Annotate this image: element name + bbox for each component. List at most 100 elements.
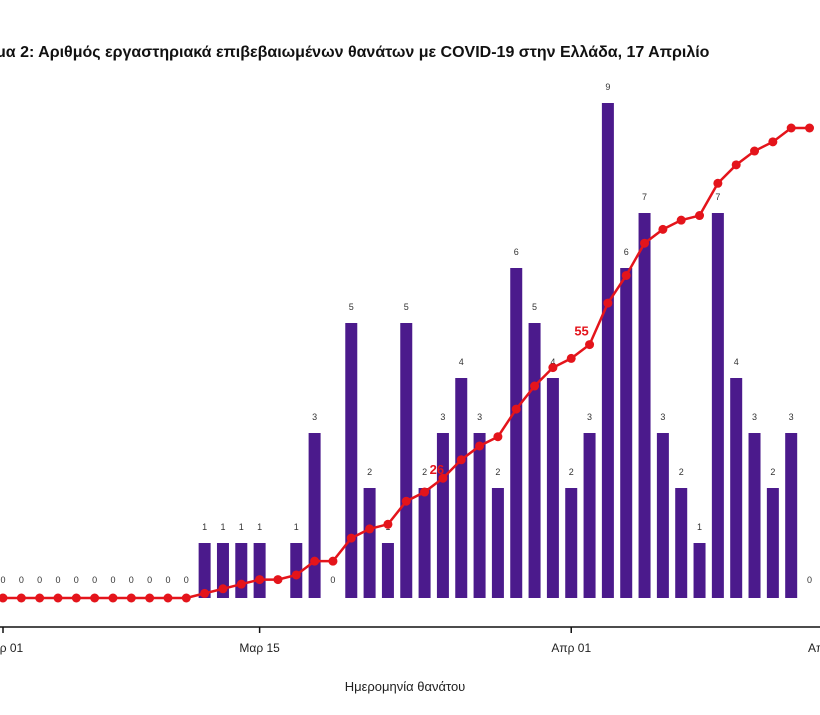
cumulative-point: [346, 533, 356, 543]
bar-value-label: 6: [514, 247, 519, 257]
bar-value-label: 3: [440, 412, 445, 422]
bar-value-label: 5: [349, 302, 354, 312]
bar-value-label: 2: [367, 467, 372, 477]
bar-value-label: 1: [220, 522, 225, 532]
bar-value-label: 2: [495, 467, 500, 477]
bar-value-label: 7: [715, 192, 720, 202]
x-ticks: Μαρ 01 Μαρ 15 Απρ 01 Απρ 15: [0, 627, 820, 655]
cumulative-point: [493, 432, 503, 442]
x-tick-label: Απρ 01: [551, 641, 591, 655]
bar-apr-03: [601, 103, 614, 598]
cumulative-point: [200, 588, 210, 598]
bar-value-label: 7: [642, 192, 647, 202]
cumulative-point: [658, 224, 668, 234]
bar-apr-11: [748, 433, 761, 598]
bar-value-label: 4: [550, 357, 555, 367]
bar-value-label: 3: [312, 412, 317, 422]
bar-value-label: 5: [404, 302, 409, 312]
bar-mar-13: [216, 543, 229, 598]
bar-mar-31: [546, 378, 559, 598]
cumulative-point: [236, 579, 246, 589]
cumulative-point: [273, 575, 283, 585]
cumulative-point: [16, 593, 26, 603]
bar-apr-01: [565, 488, 578, 598]
cumulative-point: [90, 593, 100, 603]
bar-value-label: 0: [74, 575, 79, 585]
cumulative-point: [805, 123, 815, 133]
chart-title: μα 2: Αριθμός εργαστηριακά επιβεβαιωμένω…: [0, 44, 710, 61]
cumulative-point: [585, 340, 595, 350]
bar-mar-24: [418, 488, 431, 598]
cumulative-point: [126, 593, 136, 603]
bar-mar-25: [436, 433, 449, 598]
cumulative-point: [731, 160, 741, 170]
bar-value-label: 0: [807, 575, 812, 585]
bar-value-label: 3: [660, 412, 665, 422]
bar-mar-22: [381, 543, 394, 598]
bar-value-label: 0: [55, 575, 60, 585]
bar-mar-30: [528, 323, 541, 598]
cumulative-point: [475, 441, 485, 451]
bar-value-label: 5: [532, 302, 537, 312]
bar-value-label: 0: [37, 575, 42, 585]
cumulative-point: [695, 211, 705, 221]
bar-value-label: 0: [147, 575, 152, 585]
cumulative-point: [456, 455, 466, 465]
cumulative-point: [108, 593, 118, 603]
bar-value-label: 2: [770, 467, 775, 477]
bars-group: 0000000000011111305215234326542396732174…: [0, 82, 812, 598]
cumulative-point: [640, 238, 650, 248]
bar-mar-27: [473, 433, 486, 598]
bar-mar-14: [235, 543, 248, 598]
bar-apr-07: [675, 488, 688, 598]
bar-mar-28: [491, 488, 504, 598]
bar-mar-21: [363, 488, 376, 598]
cumulative-point: [291, 570, 301, 580]
bar-apr-02: [583, 433, 596, 598]
cumulative-point: [53, 593, 63, 603]
cumulative-point: [676, 215, 686, 225]
bar-mar-18: [308, 433, 321, 598]
cumulative-point: [163, 593, 173, 603]
bar-mar-12: [198, 543, 211, 598]
bar-value-label: 3: [789, 412, 794, 422]
cumulative-point: [0, 593, 8, 603]
bar-value-label: 3: [477, 412, 482, 422]
bar-apr-10: [730, 378, 743, 598]
bar-mar-15: [253, 543, 266, 598]
bar-mar-29: [510, 268, 523, 598]
bar-apr-05: [638, 213, 651, 598]
bar-value-label: 0: [0, 575, 5, 585]
bar-value-label: 6: [624, 247, 629, 257]
cumulative-point: [218, 584, 228, 594]
bar-value-label: 1: [239, 522, 244, 532]
cumulative-point: [438, 473, 448, 483]
cumulative-point: [566, 353, 576, 363]
x-tick-label: Απρ 15: [808, 641, 820, 655]
cumulative-point: [713, 178, 723, 188]
cumulative-point: [310, 556, 320, 566]
bar-value-label: 1: [202, 522, 207, 532]
bar-apr-12: [766, 488, 779, 598]
x-axis-title: Ημερομηνία θανάτου: [345, 679, 466, 694]
cumulative-point: [511, 404, 521, 414]
bar-value-label: 0: [184, 575, 189, 585]
bar-mar-20: [345, 323, 358, 598]
cumulative-annotation: 55: [574, 324, 588, 339]
cumulative-point: [383, 519, 393, 529]
bar-value-label: 0: [92, 575, 97, 585]
cumulative-point: [401, 496, 411, 506]
x-tick-label: Μαρ 15: [239, 641, 280, 655]
cumulative-annotation: 26: [430, 462, 444, 477]
cumulative-point: [621, 270, 631, 280]
bar-apr-09: [711, 213, 724, 598]
bar-value-label: 4: [459, 357, 464, 367]
cumulative-point: [35, 593, 45, 603]
bar-value-label: 3: [587, 412, 592, 422]
cumulative-point: [181, 593, 191, 603]
cumulative-point: [328, 556, 338, 566]
bar-value-label: 2: [679, 467, 684, 477]
bar-value-label: 0: [129, 575, 134, 585]
cumulative-point: [71, 593, 81, 603]
